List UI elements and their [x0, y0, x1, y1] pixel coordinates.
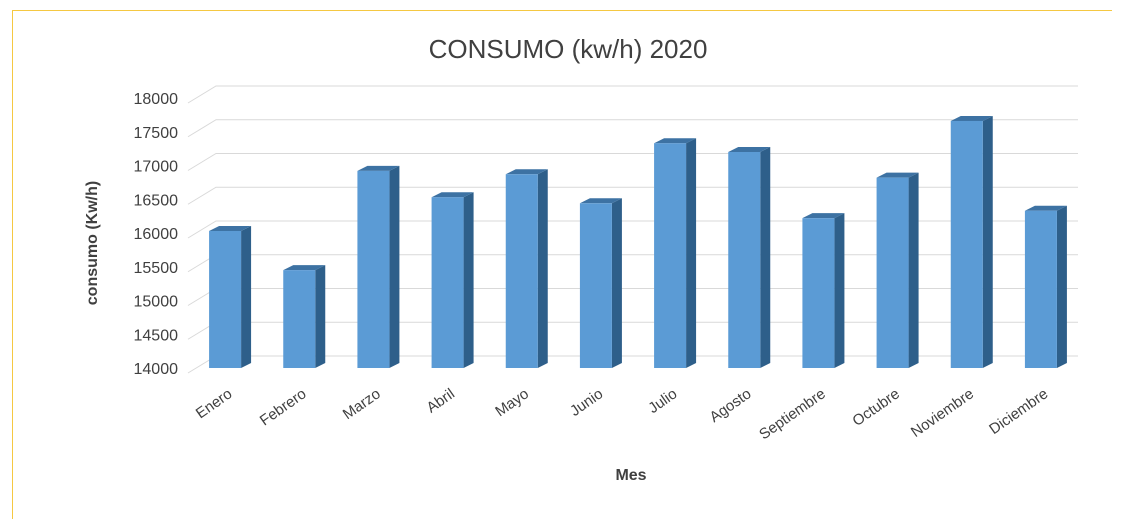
y-tick-label: 15500: [134, 260, 179, 277]
y-tick-label: 16000: [134, 226, 179, 243]
bar-side: [389, 165, 400, 368]
x-tick-label: Septiembre: [756, 385, 829, 443]
x-tick-label: Noviembre: [908, 385, 977, 441]
bar-top: [357, 165, 400, 171]
gridline: [187, 186, 1078, 205]
bar-side: [908, 172, 919, 368]
bar-front: [357, 170, 390, 368]
y-tick-label: 18000: [134, 91, 179, 108]
bar-top: [431, 192, 474, 198]
x-tick-label: Febrero: [257, 385, 310, 429]
bar-abril: [431, 192, 474, 368]
bar-front: [950, 120, 983, 368]
y-tick-label: 14500: [134, 327, 179, 344]
bar-front: [283, 270, 316, 368]
x-tick-label: Enero: [193, 385, 236, 422]
gridline: [187, 153, 1078, 171]
x-tick-label: Julio: [645, 385, 680, 417]
x-tick-label: Diciembre: [986, 385, 1051, 438]
bar-agosto: [728, 147, 771, 368]
bar-side: [982, 115, 993, 368]
x-tick-label: Marzo: [340, 385, 384, 423]
bar-enero: [209, 225, 252, 368]
bar-top: [283, 265, 326, 271]
chart-frame: [12, 10, 1112, 519]
bar-front: [876, 177, 909, 368]
bar-front: [431, 197, 464, 368]
bar-top: [876, 172, 919, 178]
bars: [209, 115, 1067, 368]
gridline: [187, 119, 1078, 138]
bar-marzo: [357, 165, 400, 368]
bar-side: [611, 198, 622, 368]
y-tick-label: 15000: [134, 294, 179, 311]
bar-side: [834, 213, 845, 368]
bar-top: [728, 147, 771, 152]
gridline: [187, 220, 1078, 239]
x-axis-labels: Enero Febrero Marzo Abril Mayo Junio Julio Agos…: [193, 385, 1051, 443]
x-tick-label: Octubre: [849, 385, 902, 430]
bar-side: [241, 225, 252, 368]
bar-front: [505, 174, 538, 368]
y-tick-label: 17500: [134, 125, 179, 142]
bar-febrero: [283, 265, 326, 368]
bar-junio: [579, 198, 622, 368]
y-tick-label: 17000: [134, 159, 179, 176]
bar-side: [315, 265, 326, 368]
bar-side: [760, 147, 771, 368]
bar-side: [537, 169, 548, 368]
x-tick-label: Abril: [424, 385, 458, 416]
bar-top: [505, 169, 548, 175]
bar-julio: [654, 138, 697, 368]
bar-top: [209, 225, 252, 231]
y-axis-title: consumo (Kw/h): [84, 181, 101, 305]
bar-diciembre: [1024, 205, 1067, 368]
bar-top: [654, 138, 697, 144]
bar-mayo: [505, 169, 548, 368]
x-tick-label: Agosto: [707, 385, 755, 426]
chart-title: CONSUMO (kw/h) 2020: [429, 34, 708, 64]
bar-front: [802, 218, 835, 368]
x-tick-label: Mayo: [492, 385, 532, 420]
gridline: [187, 85, 1078, 104]
x-tick-label: Junio: [567, 385, 606, 419]
bar-front: [579, 203, 612, 368]
y-tick-label: 14000: [134, 361, 179, 378]
x-axis-title: Mes: [615, 467, 646, 484]
bar-side: [463, 192, 474, 368]
bar-front: [654, 143, 687, 368]
bar-octubre: [876, 172, 919, 368]
bar-side: [1056, 205, 1067, 368]
bar-septiembre: [802, 213, 845, 368]
y-axis-ticks: 18000 17500 17000 16500 16000 15500 15000 14500…: [134, 91, 179, 378]
bar-front: [1024, 210, 1057, 368]
bar-noviembre: [950, 115, 993, 368]
bar-top: [1024, 205, 1067, 211]
bar-top: [802, 213, 845, 219]
bar-top: [950, 115, 993, 121]
y-tick-label: 16500: [134, 192, 179, 209]
bar-top: [579, 198, 622, 204]
bar-side: [686, 138, 697, 368]
bar-front: [209, 230, 242, 368]
bar-front: [728, 152, 761, 368]
